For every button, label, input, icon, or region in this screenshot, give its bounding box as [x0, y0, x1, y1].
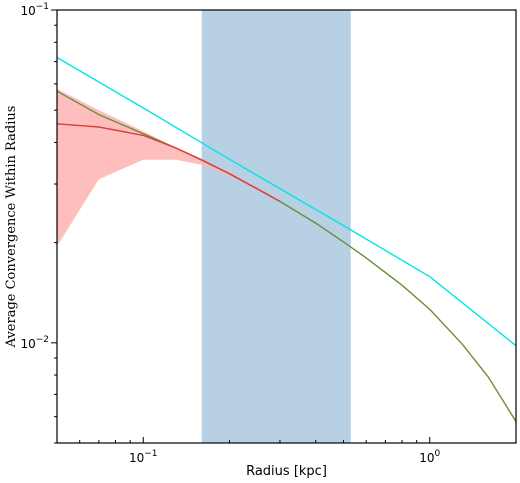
x-tick-label: 100 [419, 449, 440, 465]
series-layer [56, 56, 517, 422]
y-tick-label: 10−2 [20, 335, 49, 351]
plot-area [56, 10, 517, 443]
series-line-2 [56, 90, 517, 422]
tick-labels: 10−1 100 10−2 10−1 [20, 2, 440, 465]
series-line-1 [56, 56, 517, 347]
x-axis-label: Radius [kpc] [246, 464, 327, 479]
axis-ticks [51, 9, 517, 444]
y-tick-label: 10−1 [20, 2, 49, 18]
x-tick-label: 10−1 [129, 449, 158, 465]
y-axis-label: Average Convergence Within Radius [4, 106, 19, 349]
plot-frame [56, 9, 517, 444]
series-line-3 [56, 123, 281, 203]
uncertainty-band [57, 88, 280, 247]
highlighted-radius-band [201, 10, 351, 443]
